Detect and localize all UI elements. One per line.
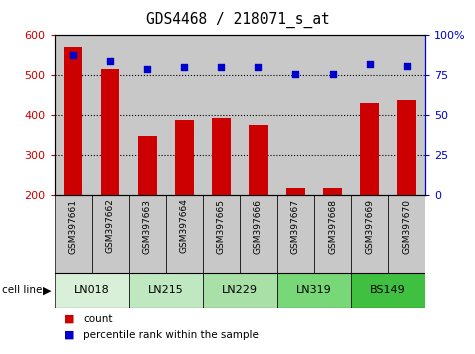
Point [106,58,114,64]
Point [180,64,188,70]
Bar [203,195,240,273]
Text: LN215: LN215 [148,285,184,295]
Bar [175,120,194,195]
Text: GSM397667: GSM397667 [291,199,300,253]
Bar [314,195,351,273]
Bar [361,103,379,195]
Bar [55,35,92,195]
Bar [351,273,425,308]
Text: ■: ■ [64,314,75,324]
Bar [129,273,203,308]
Text: ■: ■ [64,330,75,339]
Point [403,63,410,68]
Bar [249,125,267,195]
Text: BS149: BS149 [370,285,406,295]
Bar [64,47,83,195]
Point [69,52,77,57]
Bar [240,195,277,273]
Point [218,64,225,70]
Bar [92,35,129,195]
Bar [388,35,425,195]
Text: GSM397665: GSM397665 [217,199,226,253]
Text: GSM397664: GSM397664 [180,199,189,253]
Text: GSM397670: GSM397670 [402,199,411,253]
Bar [203,273,277,308]
Bar [138,136,157,195]
Bar [397,100,416,195]
Bar [203,35,240,195]
Bar [277,273,351,308]
Bar [129,195,166,273]
Bar [277,195,314,273]
Point [255,64,262,70]
Text: GSM397669: GSM397669 [365,199,374,253]
Bar [240,35,277,195]
Bar [92,195,129,273]
Bar [55,273,129,308]
Text: LN229: LN229 [222,285,258,295]
Bar [388,195,425,273]
Text: ▶: ▶ [43,285,52,295]
Bar [314,35,351,195]
Bar [55,195,92,273]
Bar [286,188,305,195]
Point [366,61,373,67]
Bar [129,35,166,195]
Bar [351,195,388,273]
Bar [166,35,203,195]
Text: GSM397668: GSM397668 [328,199,337,253]
Bar [277,35,314,195]
Bar [166,195,203,273]
Bar [212,118,231,195]
Text: LN319: LN319 [296,285,332,295]
Point [143,66,151,72]
Bar [323,188,342,195]
Point [329,71,336,76]
Text: GSM397666: GSM397666 [254,199,263,253]
Text: GSM397661: GSM397661 [69,199,77,253]
Text: GSM397663: GSM397663 [143,199,152,253]
Text: count: count [83,314,113,324]
Text: cell line: cell line [2,285,43,295]
Bar [351,35,388,195]
Text: GDS4468 / 218071_s_at: GDS4468 / 218071_s_at [146,11,329,28]
Text: percentile rank within the sample: percentile rank within the sample [83,330,259,339]
Bar [101,69,120,195]
Text: GSM397662: GSM397662 [106,199,114,253]
Text: LN018: LN018 [74,285,110,295]
Point [292,71,299,76]
